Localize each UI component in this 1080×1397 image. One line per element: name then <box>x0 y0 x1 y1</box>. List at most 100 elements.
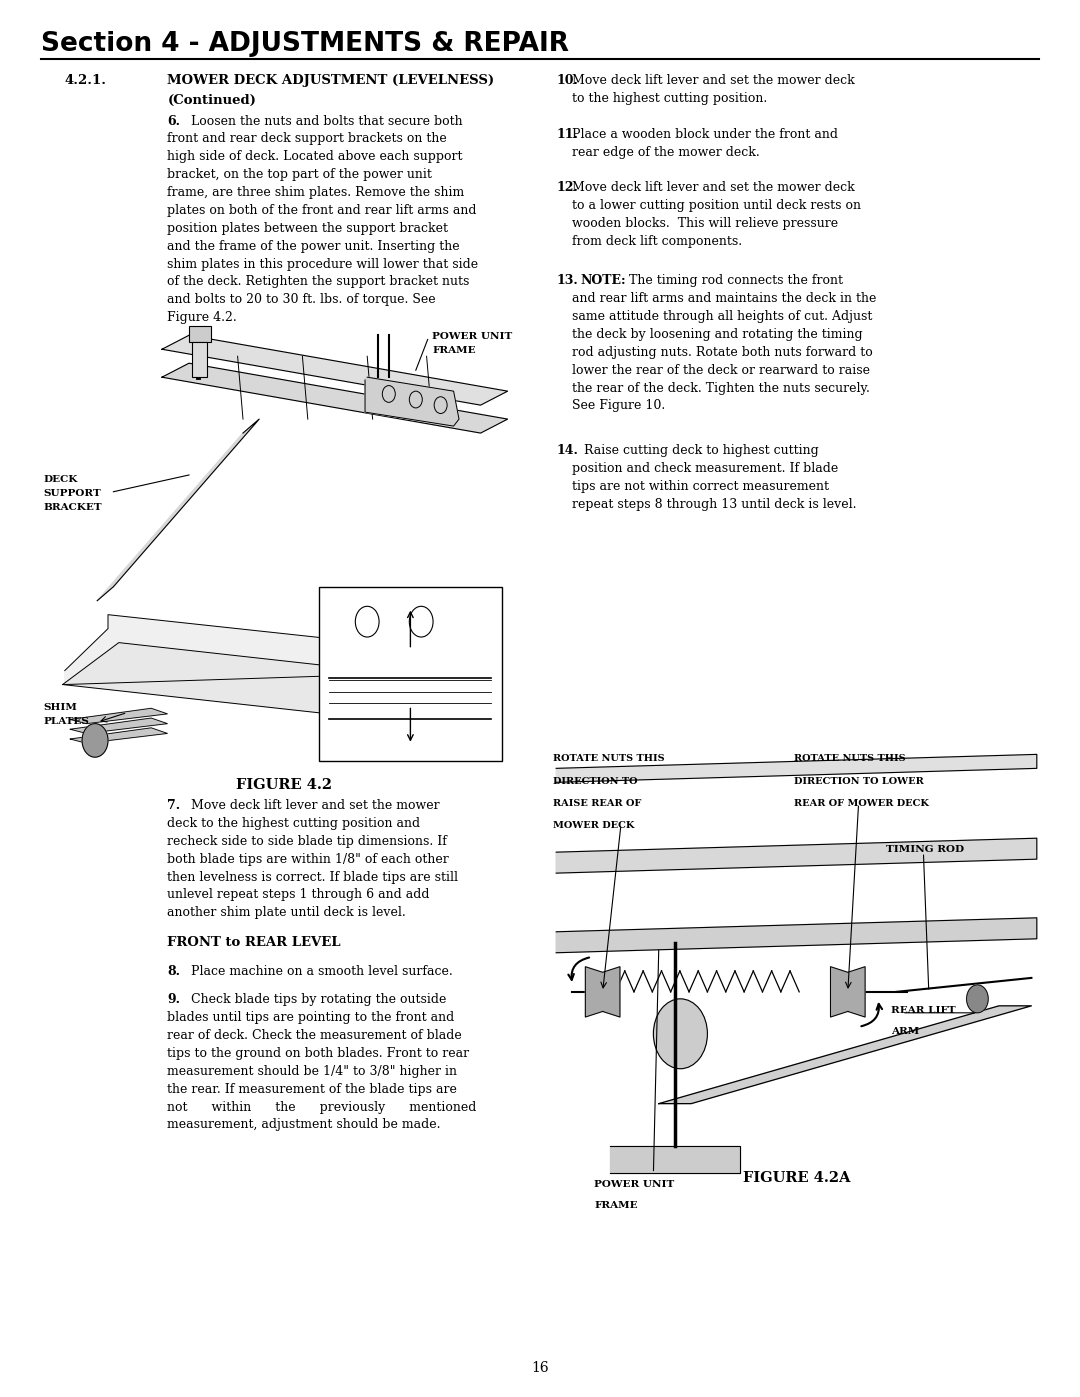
Text: MOWER DECK: MOWER DECK <box>553 821 634 830</box>
Text: Loosen the nuts and bolts that secure both: Loosen the nuts and bolts that secure bo… <box>191 115 463 127</box>
Text: POWER UNIT: POWER UNIT <box>594 1180 674 1189</box>
Polygon shape <box>365 377 459 426</box>
Text: of the deck. Retighten the support bracket nuts: of the deck. Retighten the support brack… <box>167 275 470 289</box>
Text: The timing rod connects the front: The timing rod connects the front <box>621 274 843 288</box>
Text: the rear. If measurement of the blade tips are: the rear. If measurement of the blade ti… <box>167 1083 457 1095</box>
Text: ARM: ARM <box>891 1027 919 1035</box>
Polygon shape <box>162 335 508 405</box>
Text: FIGURE 4.2A: FIGURE 4.2A <box>743 1171 850 1185</box>
Text: FRAME: FRAME <box>432 346 475 355</box>
Text: See Figure 10.: See Figure 10. <box>572 400 665 412</box>
Text: plates on both of the front and rear lift arms and: plates on both of the front and rear lif… <box>167 204 477 217</box>
Text: the deck by loosening and rotating the timing: the deck by loosening and rotating the t… <box>572 328 863 341</box>
Text: BRACKET: BRACKET <box>43 503 102 511</box>
Text: 13.: 13. <box>556 274 578 288</box>
Text: bracket, on the top part of the power unit: bracket, on the top part of the power un… <box>167 168 432 182</box>
Text: shim plates in this procedure will lower that side: shim plates in this procedure will lower… <box>167 257 478 271</box>
Text: from deck lift components.: from deck lift components. <box>572 235 743 249</box>
Text: recheck side to side blade tip dimensions. If: recheck side to side blade tip dimension… <box>167 835 447 848</box>
Circle shape <box>967 985 988 1013</box>
Text: to a lower cutting position until deck rests on: to a lower cutting position until deck r… <box>572 200 862 212</box>
Text: wooden blocks.  This will relieve pressure: wooden blocks. This will relieve pressur… <box>572 217 838 231</box>
Text: (Continued): (Continued) <box>167 94 256 106</box>
Text: another shim plate until deck is level.: another shim plate until deck is level. <box>167 907 406 919</box>
Text: front and rear deck support brackets on the: front and rear deck support brackets on … <box>167 133 447 145</box>
Text: 8.: 8. <box>167 964 180 978</box>
Text: Check blade tips by rotating the outside: Check blade tips by rotating the outside <box>191 993 446 1006</box>
Text: MOWER DECK ADJUSTMENT (LEVELNESS): MOWER DECK ADJUSTMENT (LEVELNESS) <box>167 74 495 87</box>
Text: RAISE REAR OF: RAISE REAR OF <box>553 799 642 807</box>
Text: frame, are three shim plates. Remove the shim: frame, are three shim plates. Remove the… <box>167 186 464 200</box>
Text: Move deck lift lever and set the mower deck: Move deck lift lever and set the mower d… <box>572 74 855 87</box>
Text: Move deck lift lever and set the mower deck: Move deck lift lever and set the mower d… <box>572 182 855 194</box>
Polygon shape <box>659 1006 1031 1104</box>
Text: FIGURE 4.2: FIGURE 4.2 <box>235 778 333 792</box>
Circle shape <box>653 999 707 1069</box>
Text: position and check measurement. If blade: position and check measurement. If blade <box>572 462 839 475</box>
Text: REAR OF MOWER DECK: REAR OF MOWER DECK <box>794 799 929 807</box>
Text: deck to the highest cutting position and: deck to the highest cutting position and <box>167 817 420 830</box>
Text: FRAME: FRAME <box>594 1201 637 1210</box>
Polygon shape <box>556 918 1037 953</box>
Polygon shape <box>70 718 167 733</box>
Text: tips are not within correct measurement: tips are not within correct measurement <box>572 481 829 493</box>
Polygon shape <box>610 1146 740 1173</box>
Text: the rear of the deck. Tighten the nuts securely.: the rear of the deck. Tighten the nuts s… <box>572 381 870 394</box>
Text: Move deck lift lever and set the mower: Move deck lift lever and set the mower <box>191 799 440 812</box>
Text: 4.2.1.: 4.2.1. <box>65 74 107 87</box>
Text: lower the rear of the deck or rearward to raise: lower the rear of the deck or rearward t… <box>572 363 870 377</box>
Text: measurement should be 1/4" to 3/8" higher in: measurement should be 1/4" to 3/8" highe… <box>167 1065 458 1077</box>
Text: unlevel repeat steps 1 through 6 and add: unlevel repeat steps 1 through 6 and add <box>167 888 430 901</box>
Text: FRONT to REAR LEVEL: FRONT to REAR LEVEL <box>167 936 341 949</box>
Text: Section 4 - ADJUSTMENTS & REPAIR: Section 4 - ADJUSTMENTS & REPAIR <box>41 31 569 57</box>
Polygon shape <box>556 838 1037 873</box>
Text: and rear lift arms and maintains the deck in the: and rear lift arms and maintains the dec… <box>572 292 877 305</box>
Text: NOTE:: NOTE: <box>580 274 625 288</box>
Text: Place a wooden block under the front and: Place a wooden block under the front and <box>572 127 838 141</box>
Text: ROTATE NUTS THIS: ROTATE NUTS THIS <box>553 754 664 763</box>
Text: and the frame of the power unit. Inserting the: and the frame of the power unit. Inserti… <box>167 240 460 253</box>
Circle shape <box>82 724 108 757</box>
Text: rear of deck. Check the measurement of blade: rear of deck. Check the measurement of b… <box>167 1030 462 1042</box>
Polygon shape <box>585 967 620 1017</box>
Text: rear edge of the mower deck.: rear edge of the mower deck. <box>572 145 760 159</box>
Polygon shape <box>63 643 497 726</box>
Polygon shape <box>97 419 259 601</box>
Text: DIRECTION TO: DIRECTION TO <box>553 777 637 785</box>
Polygon shape <box>162 363 508 433</box>
Text: 7.: 7. <box>167 799 180 812</box>
Text: and bolts to 20 to 30 ft. lbs. of torque. See: and bolts to 20 to 30 ft. lbs. of torque… <box>167 293 436 306</box>
Text: blades until tips are pointing to the front and: blades until tips are pointing to the fr… <box>167 1011 455 1024</box>
Polygon shape <box>70 728 167 743</box>
Text: 6.: 6. <box>167 115 180 127</box>
Text: then levelness is correct. If blade tips are still: then levelness is correct. If blade tips… <box>167 870 458 884</box>
Text: 12.: 12. <box>556 182 578 194</box>
Text: high side of deck. Located above each support: high side of deck. Located above each su… <box>167 151 463 163</box>
Text: Figure 4.2.: Figure 4.2. <box>167 312 238 324</box>
Text: 16: 16 <box>531 1361 549 1375</box>
Text: 10.: 10. <box>556 74 578 87</box>
Text: both blade tips are within 1/8" of each other: both blade tips are within 1/8" of each … <box>167 852 449 866</box>
Text: same attitude through all heights of cut. Adjust: same attitude through all heights of cut… <box>572 310 873 323</box>
Text: ROTATE NUTS THIS: ROTATE NUTS THIS <box>794 754 905 763</box>
Text: not      within      the      previously      mentioned: not within the previously mentioned <box>167 1101 476 1113</box>
Text: SUPPORT: SUPPORT <box>43 489 100 497</box>
Text: rod adjusting nuts. Rotate both nuts forward to: rod adjusting nuts. Rotate both nuts for… <box>572 346 873 359</box>
Text: DECK: DECK <box>43 475 78 483</box>
Text: REAR LIFT: REAR LIFT <box>891 1006 956 1014</box>
Text: 11.: 11. <box>556 127 578 141</box>
Text: SHIM: SHIM <box>43 703 77 711</box>
Text: DIRECTION TO LOWER: DIRECTION TO LOWER <box>794 777 923 785</box>
Polygon shape <box>831 967 865 1017</box>
Text: to the highest cutting position.: to the highest cutting position. <box>572 92 768 105</box>
Text: 14.: 14. <box>556 444 578 457</box>
Polygon shape <box>65 615 497 685</box>
Text: Place machine on a smooth level surface.: Place machine on a smooth level surface. <box>191 964 453 978</box>
Text: Raise cutting deck to highest cutting: Raise cutting deck to highest cutting <box>580 444 819 457</box>
Polygon shape <box>556 754 1037 782</box>
FancyBboxPatch shape <box>189 326 211 342</box>
Text: PLATES: PLATES <box>43 717 89 725</box>
Text: repeat steps 8 through 13 until deck is level.: repeat steps 8 through 13 until deck is … <box>572 497 856 511</box>
Polygon shape <box>70 708 167 724</box>
Text: position plates between the support bracket: position plates between the support brac… <box>167 222 448 235</box>
